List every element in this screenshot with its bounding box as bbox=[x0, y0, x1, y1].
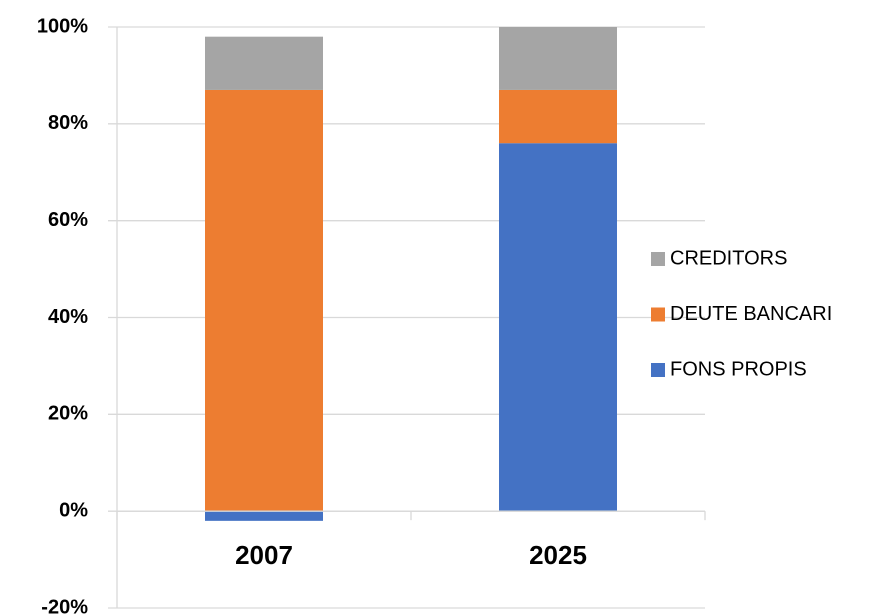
x-tick-label: 2007 bbox=[235, 540, 293, 570]
legend-swatch bbox=[651, 307, 665, 322]
y-tick-label: 40% bbox=[48, 306, 88, 328]
legend-swatch bbox=[651, 252, 665, 266]
y-tick-label: 80% bbox=[48, 112, 88, 134]
bar-segment bbox=[499, 89, 617, 144]
bar-segment bbox=[499, 143, 617, 512]
legend-label: FONS PROPIS bbox=[670, 358, 807, 380]
legend-label: DEUTE BANCARI bbox=[670, 303, 832, 325]
bar-segment bbox=[205, 89, 323, 512]
y-tick-label: 60% bbox=[48, 209, 88, 231]
y-tick-label: -20% bbox=[41, 596, 88, 616]
y-tick-label: 20% bbox=[48, 403, 88, 425]
x-tick-label: 2025 bbox=[529, 540, 587, 570]
bar-segment bbox=[205, 511, 323, 521]
legend-swatch bbox=[651, 363, 665, 377]
legend-label: CREDITORS bbox=[670, 247, 787, 269]
bar-segment bbox=[205, 36, 323, 90]
y-tick-label: 0% bbox=[59, 499, 88, 521]
y-tick-label: 100% bbox=[37, 15, 88, 37]
bar-segment bbox=[499, 27, 617, 90]
